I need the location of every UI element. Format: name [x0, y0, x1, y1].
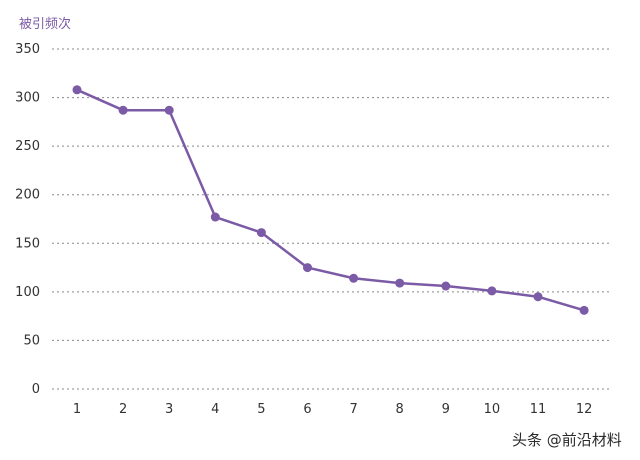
y-tick-150: 150	[15, 236, 40, 251]
x-tick-7: 7	[349, 402, 357, 417]
data-point-11	[533, 292, 543, 302]
x-tick-10: 10	[484, 402, 501, 417]
grid-lines	[52, 48, 612, 390]
y-tick-250: 250	[15, 139, 40, 154]
x-tick-8: 8	[396, 402, 404, 417]
y-tick-350: 350	[15, 42, 40, 57]
data-point-8	[395, 278, 405, 288]
data-point-12	[579, 305, 589, 315]
y-tick-labels: 0 50 100 150 200 250 300 350	[15, 42, 40, 397]
data-point-4	[210, 212, 220, 222]
watermark: 头条 @前沿材料	[508, 426, 636, 452]
x-tick-12: 12	[576, 402, 593, 417]
y-tick-300: 300	[15, 91, 40, 106]
data-point-9	[441, 281, 451, 291]
y-axis-title: 被引频次	[19, 16, 71, 32]
y-tick-0: 0	[32, 382, 40, 397]
x-tick-2: 2	[119, 402, 127, 417]
series-line	[75, 88, 586, 312]
data-point-10	[487, 286, 497, 296]
data-point-5	[256, 228, 266, 238]
data-point-7	[349, 273, 359, 283]
x-tick-labels: 1 2 3 4 5 6 7 8 9 10 11 12	[73, 402, 593, 417]
x-tick-11: 11	[530, 402, 547, 417]
data-point-1	[72, 85, 82, 95]
x-tick-5: 5	[257, 402, 265, 417]
data-point-3	[164, 105, 174, 115]
data-point-6	[303, 263, 312, 273]
series-group	[72, 85, 589, 315]
x-tick-9: 9	[442, 402, 450, 417]
watermark-text: 头条 @前沿材料	[512, 431, 622, 449]
x-tick-1: 1	[73, 402, 81, 417]
data-point-2	[118, 105, 128, 115]
y-tick-200: 200	[15, 188, 40, 203]
x-tick-3: 3	[165, 402, 173, 417]
x-tick-4: 4	[211, 402, 219, 417]
x-tick-6: 6	[303, 402, 311, 417]
y-tick-50: 50	[23, 333, 40, 348]
y-tick-100: 100	[15, 285, 40, 300]
